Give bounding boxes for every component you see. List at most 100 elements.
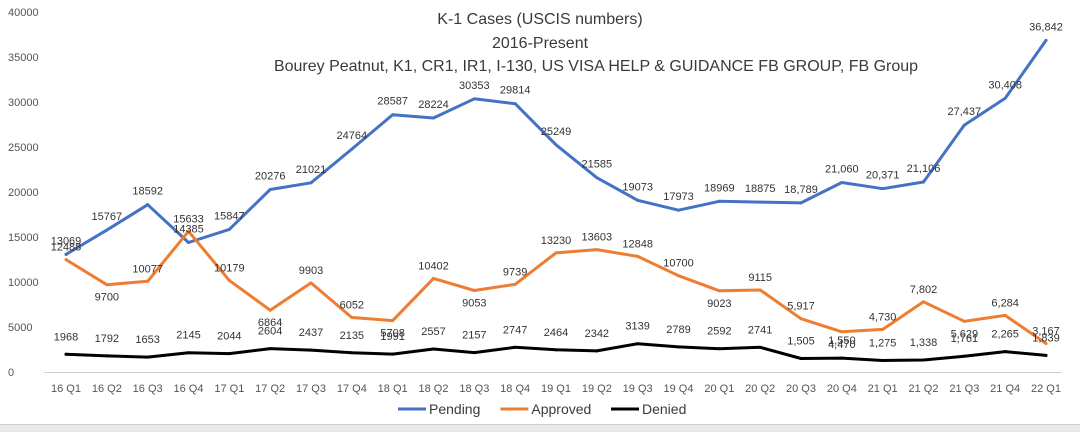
x-tick-label: 17 Q1: [214, 383, 244, 395]
data-point-approved: [840, 330, 844, 334]
data-label-approved: 4,730: [869, 311, 897, 323]
y-tick-label: 15000: [8, 232, 39, 244]
data-label-denied: 2,265: [991, 329, 1019, 341]
data-label-pending: 21,106: [907, 163, 941, 175]
data-point-approved: [105, 283, 109, 287]
data-point-approved: [636, 254, 640, 258]
data-point-approved: [1044, 341, 1048, 345]
data-label-approved: 4,470: [828, 339, 856, 351]
data-point-denied: [227, 352, 231, 356]
data-point-approved: [717, 289, 721, 293]
data-point-pending: [432, 116, 435, 120]
x-tick-label: 18 Q3: [459, 383, 489, 395]
data-point-approved: [64, 258, 68, 262]
data-point-denied: [677, 345, 680, 349]
data-point-denied: [432, 347, 435, 351]
chart-subtitle: 2016-Present: [492, 35, 589, 52]
data-point-pending: [758, 200, 762, 204]
data-point-denied: [554, 348, 558, 352]
data-label-pending: 27,437: [948, 106, 982, 118]
data-label-denied: 2592: [707, 326, 731, 338]
data-label-pending: 18875: [745, 183, 776, 195]
data-point-denied: [513, 345, 517, 349]
data-label-approved: 13230: [541, 235, 572, 247]
data-point-pending: [227, 227, 231, 231]
data-label-denied: 2157: [462, 330, 486, 342]
data-label-denied: 2557: [421, 326, 445, 338]
x-tick-label: 17 Q4: [337, 383, 367, 395]
data-label-approved: 9023: [707, 298, 731, 310]
legend-label-denied: Denied: [642, 401, 686, 417]
y-axis: 0 5000 10000 15000 20000 25000 30000 35000 40000: [8, 7, 39, 379]
data-label-denied: 1,338: [910, 337, 938, 349]
x-tick-label: 16 Q4: [174, 383, 204, 395]
data-label-denied: 2342: [585, 328, 609, 340]
data-label-denied: 2789: [666, 324, 690, 336]
data-point-denied: [350, 351, 354, 355]
data-point-denied: [187, 351, 190, 355]
data-point-denied: [758, 345, 762, 349]
data-label-pending: 25249: [541, 126, 572, 138]
data-label-denied: 2135: [340, 330, 364, 342]
y-tick-label: 10000: [8, 277, 39, 289]
x-tick-label: 20 Q1: [704, 383, 734, 395]
data-point-approved: [268, 308, 272, 312]
data-point-pending: [350, 147, 354, 151]
x-tick-label: 19 Q2: [582, 383, 612, 395]
data-labels: 13069 15767 18592 14385 15847 20276 21021 24764…: [51, 21, 1063, 350]
data-label-denied: 2464: [544, 327, 568, 339]
x-tick-label: 21 Q4: [990, 383, 1020, 395]
data-label-pending: 18,789: [784, 184, 818, 196]
data-point-pending: [636, 198, 640, 202]
data-point-pending: [799, 201, 803, 205]
data-point-denied: [799, 356, 803, 360]
data-point-approved: [472, 289, 476, 293]
data-label-approved: 5,917: [787, 301, 815, 313]
data-point-denied: [636, 342, 640, 346]
horizontal-scrollbar[interactable]: [0, 424, 1080, 432]
legend-label-approved: Approved: [531, 401, 591, 417]
data-point-pending: [717, 199, 721, 203]
data-point-pending: [962, 123, 966, 127]
data-label-pending: 19073: [622, 181, 653, 193]
data-point-approved: [1003, 313, 1007, 317]
data-label-pending: 36,842: [1029, 21, 1063, 33]
data-label-pending: 18969: [704, 182, 735, 194]
data-label-pending: 14385: [173, 224, 204, 236]
data-label-denied: 1968: [54, 331, 78, 343]
data-point-pending: [840, 180, 844, 184]
data-label-denied: 3139: [625, 321, 649, 333]
data-label-denied: 1,761: [951, 333, 979, 345]
data-label-approved: 9739: [503, 266, 527, 278]
x-tick-label: 18 Q4: [500, 383, 530, 395]
data-label-pending: 30,408: [988, 79, 1022, 91]
data-label-approved: 6052: [340, 300, 364, 312]
data-point-approved: [513, 282, 517, 286]
data-label-pending: 21,060: [825, 163, 859, 175]
data-point-pending: [309, 181, 313, 185]
data-point-approved: [309, 281, 313, 285]
y-tick-label: 35000: [8, 52, 39, 64]
data-label-approved: 10700: [663, 258, 694, 270]
data-point-denied: [146, 355, 150, 359]
data-point-approved: [146, 279, 150, 283]
data-point-pending: [64, 252, 68, 256]
data-label-approved: 9053: [462, 298, 486, 310]
data-label-pending: 20,371: [866, 170, 900, 182]
data-point-approved: [350, 316, 354, 320]
data-point-approved: [187, 229, 190, 233]
data-label-approved: 13603: [582, 232, 613, 244]
x-tick-label: 20 Q2: [745, 383, 775, 395]
x-tick-label: 18 Q1: [378, 383, 408, 395]
x-tick-label: 19 Q4: [664, 383, 694, 395]
data-point-denied: [840, 356, 844, 360]
data-point-denied: [922, 358, 925, 362]
data-label-approved: 12488: [51, 242, 82, 254]
data-label-denied: 1,839: [1032, 332, 1060, 344]
data-point-pending: [146, 203, 150, 207]
data-label-denied: 1991: [380, 331, 404, 343]
data-label-pending: 17973: [663, 191, 694, 203]
x-tick-label: 22 Q1: [1031, 383, 1061, 395]
